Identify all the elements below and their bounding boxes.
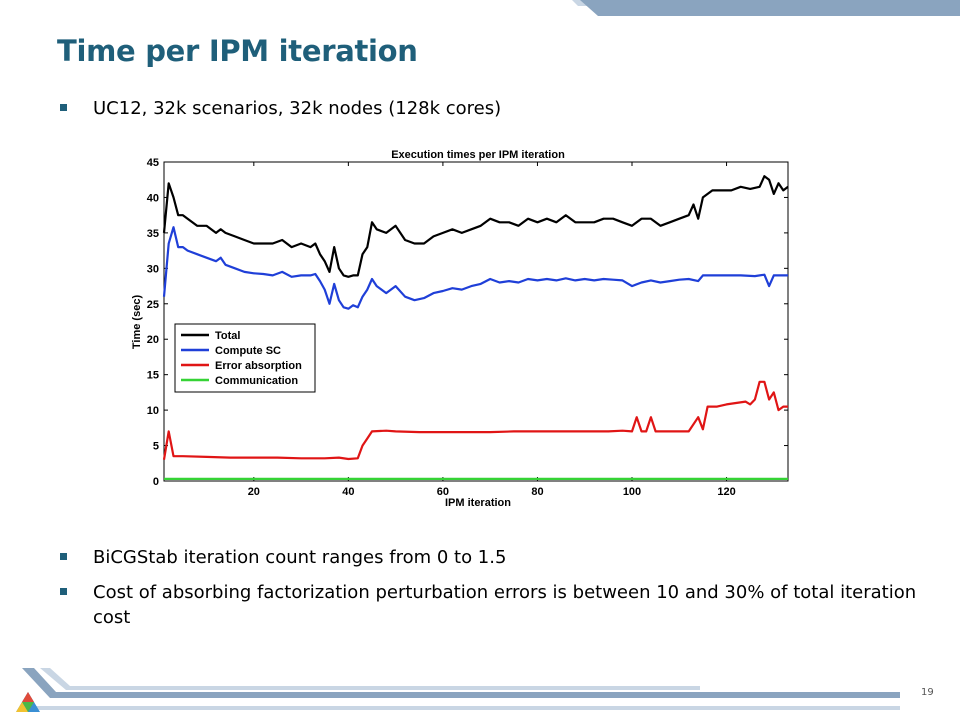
footer-stripe-bottom — [30, 706, 900, 710]
y-tick-label: 40 — [147, 192, 159, 204]
y-tick-label: 30 — [147, 263, 159, 275]
top-bar-dark-stripe — [580, 0, 960, 16]
legend-label: Error absorption — [215, 360, 302, 372]
y-tick-label: 15 — [147, 370, 159, 382]
x-tick-label: 40 — [342, 486, 354, 498]
series-line-total — [162, 175, 789, 278]
bullet-text: Cost of absorbing factorization perturba… — [93, 582, 917, 628]
footer-stripe-light — [40, 668, 700, 690]
bullet-text: UC12, 32k scenarios, 32k nodes (128k cor… — [93, 98, 502, 119]
footer-bar — [16, 668, 900, 712]
y-tick-label: 25 — [147, 299, 159, 311]
legend-label: Compute SC — [215, 345, 281, 357]
y-axis-label: Time (sec) — [131, 295, 143, 350]
legend-label: Total — [215, 330, 240, 342]
x-tick-label: 100 — [623, 486, 641, 498]
y-tick-label: 20 — [147, 334, 159, 346]
slide-title: Time per IPM iteration — [57, 34, 418, 68]
bullet-item: BiCGStab iteration count ranges from 0 t… — [57, 545, 943, 570]
logo-triangle-icon — [16, 692, 40, 712]
bullet-square-icon — [60, 553, 67, 560]
footer-stripe-dark — [22, 668, 900, 698]
bullet-item: Cost of absorbing factorization perturba… — [57, 580, 943, 630]
plot-frame — [163, 161, 789, 482]
x-tick-label: 60 — [437, 486, 449, 498]
execution-time-chart: Execution times per IPM iteration Time (… — [131, 149, 789, 509]
x-tick-label: 20 — [248, 486, 260, 498]
y-tick-label: 35 — [147, 228, 159, 240]
top-accent-bar — [572, 0, 960, 16]
y-tick-label: 10 — [147, 405, 159, 417]
chart-title: Execution times per IPM iteration — [391, 149, 565, 161]
bullet-text: BiCGStab iteration count ranges from 0 t… — [93, 547, 507, 568]
y-tick-label: 45 — [147, 157, 159, 169]
series-line-error-absorption — [162, 380, 788, 461]
bullet-square-icon — [60, 588, 67, 595]
x-axis-label: IPM iteration — [445, 497, 511, 509]
y-tick-label: 0 — [153, 476, 159, 488]
x-tick-label: 120 — [717, 486, 735, 498]
bullet-square-icon — [60, 104, 67, 111]
page-number: 19 — [921, 687, 934, 698]
chart-legend: Total Compute SC Error absorption Communica… — [174, 323, 316, 393]
legend-label: Communication — [215, 375, 298, 387]
x-tick-label: 80 — [531, 486, 543, 498]
y-tick-label: 5 — [153, 441, 159, 453]
bullet-item: UC12, 32k scenarios, 32k nodes (128k cor… — [57, 96, 943, 121]
series-line-compute-sc — [162, 226, 788, 310]
